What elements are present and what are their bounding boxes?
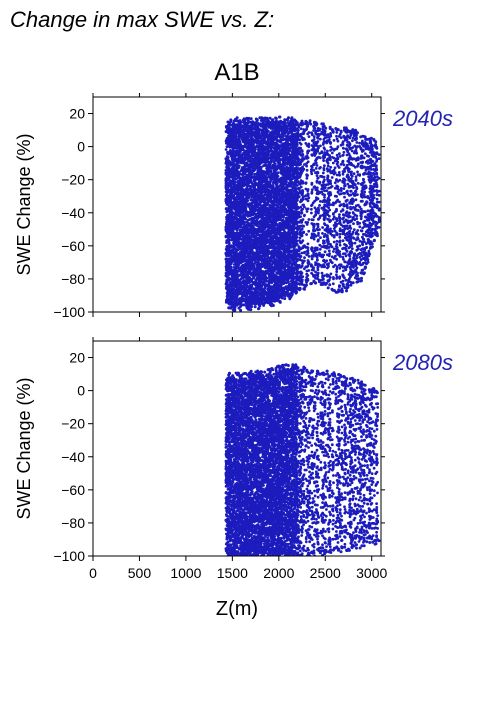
data-point — [276, 174, 280, 178]
data-point — [224, 148, 228, 151]
data-point — [276, 205, 280, 209]
data-point — [236, 269, 240, 273]
data-point — [235, 216, 239, 220]
data-point — [227, 241, 231, 245]
data-point — [233, 146, 237, 150]
data-point — [234, 180, 237, 184]
x-axis-label: Z(m) — [216, 598, 258, 620]
scatter-points — [224, 115, 381, 312]
data-point — [271, 184, 275, 188]
data-point — [229, 265, 233, 269]
data-point — [229, 149, 232, 152]
data-point — [237, 164, 241, 168]
data-point — [224, 169, 228, 172]
data-point — [269, 169, 273, 172]
data-point — [231, 289, 235, 293]
data-point — [234, 214, 237, 218]
data-point — [234, 135, 238, 139]
data-point — [235, 231, 239, 234]
data-point — [265, 276, 269, 280]
data-point — [232, 148, 235, 152]
data-point — [252, 264, 256, 268]
data-point — [226, 156, 230, 159]
data-point — [227, 238, 231, 242]
page-title: Change in max SWE vs. Z: — [10, 7, 274, 32]
data-point — [267, 129, 270, 133]
data-point — [229, 151, 232, 155]
data-point — [244, 217, 248, 221]
data-point — [265, 279, 268, 283]
data-point — [233, 131, 237, 134]
scenario-title: A1B — [214, 59, 259, 86]
data-point — [226, 281, 229, 285]
data-point — [273, 162, 277, 166]
data-point — [275, 182, 279, 185]
data-point — [228, 144, 232, 148]
data-point — [232, 300, 235, 304]
data-point — [227, 236, 231, 240]
data-point — [246, 199, 250, 203]
data-point — [244, 206, 248, 210]
data-point — [250, 171, 254, 175]
data-point — [227, 244, 231, 247]
data-point — [276, 171, 280, 175]
data-point — [227, 166, 231, 170]
data-point — [235, 228, 239, 232]
data-point — [265, 177, 269, 181]
